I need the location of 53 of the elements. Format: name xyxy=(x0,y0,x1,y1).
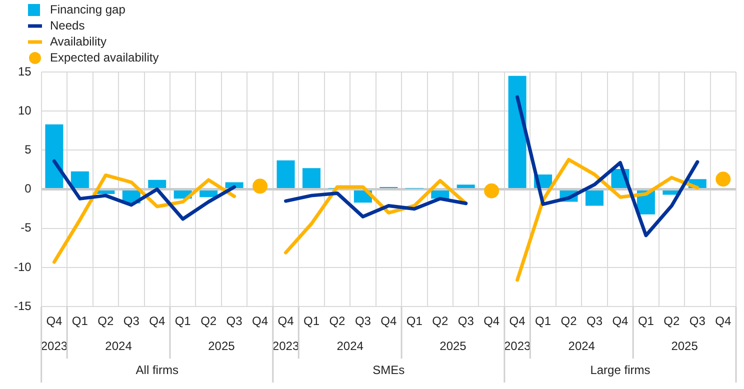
x-tick-label: Q3 xyxy=(354,314,372,328)
legend-label: Financing gap xyxy=(50,2,126,16)
legend-label: Needs xyxy=(50,18,85,32)
x-tick-label: Q3 xyxy=(586,314,603,328)
x-tick-label: Q2 xyxy=(200,314,217,328)
y-tick-label: 5 xyxy=(24,142,32,157)
text: 2023 xyxy=(272,338,300,353)
point xyxy=(484,183,500,198)
x-tick-label: Q4 xyxy=(252,314,268,328)
text: 2024 xyxy=(568,338,596,353)
x-tick-label: Q1 xyxy=(303,314,320,328)
x-tick-label: Q3 xyxy=(458,314,474,328)
text: 2024 xyxy=(105,338,132,353)
y-tick-label: 10 xyxy=(18,103,32,118)
text: 2025 xyxy=(671,338,698,353)
y-tick-label: 0 xyxy=(24,182,32,196)
x-tick-label: Q2 xyxy=(329,314,346,328)
x-tick-label: Q2 xyxy=(98,314,114,328)
x-tick-label: Q4 xyxy=(484,314,500,328)
x-tick-label: Q1 xyxy=(406,314,423,328)
text: 2023 xyxy=(40,338,68,353)
legend-label: Expected availability xyxy=(50,50,159,64)
x-tick-label: Q4 xyxy=(149,314,166,328)
x-tick-label: Q4 xyxy=(380,314,397,328)
point xyxy=(716,172,731,187)
text: 2025 xyxy=(208,338,236,353)
text: 2023 xyxy=(504,338,531,353)
x-tick-label: Q3 xyxy=(123,314,140,328)
x-tick-label: Q1 xyxy=(638,314,654,328)
legend-label: Availability xyxy=(50,34,106,48)
text: 2025 xyxy=(440,338,467,353)
text: Large firms xyxy=(590,362,650,377)
text: All firms xyxy=(136,362,178,377)
x-tick-label: Q1 xyxy=(174,314,192,328)
x-tick-label: Q3 xyxy=(226,314,243,328)
x-tick-label: Q4 xyxy=(278,314,294,328)
x-tick-label: Q1 xyxy=(72,314,88,328)
x-tick-label: Q2 xyxy=(432,314,448,328)
y-tick-label: -10 xyxy=(14,260,32,274)
point xyxy=(252,178,268,194)
x-tick-label: Q4 xyxy=(46,314,63,328)
y-tick-label: 15 xyxy=(18,64,32,78)
x-tick-label: Q4 xyxy=(509,314,526,328)
x-tick-label: Q4 xyxy=(715,314,732,328)
text: SMEs xyxy=(372,362,405,377)
y-tick-label: -15 xyxy=(14,298,32,313)
x-tick-label: Q4 xyxy=(612,314,629,328)
y-tick-label: -5 xyxy=(20,220,32,235)
x-tick-label: Q1 xyxy=(535,314,552,328)
x-tick-label: Q2 xyxy=(664,314,680,328)
x-tick-label: Q2 xyxy=(560,314,578,328)
x-tick-label: Q3 xyxy=(689,314,706,328)
text: 2024 xyxy=(336,338,364,353)
